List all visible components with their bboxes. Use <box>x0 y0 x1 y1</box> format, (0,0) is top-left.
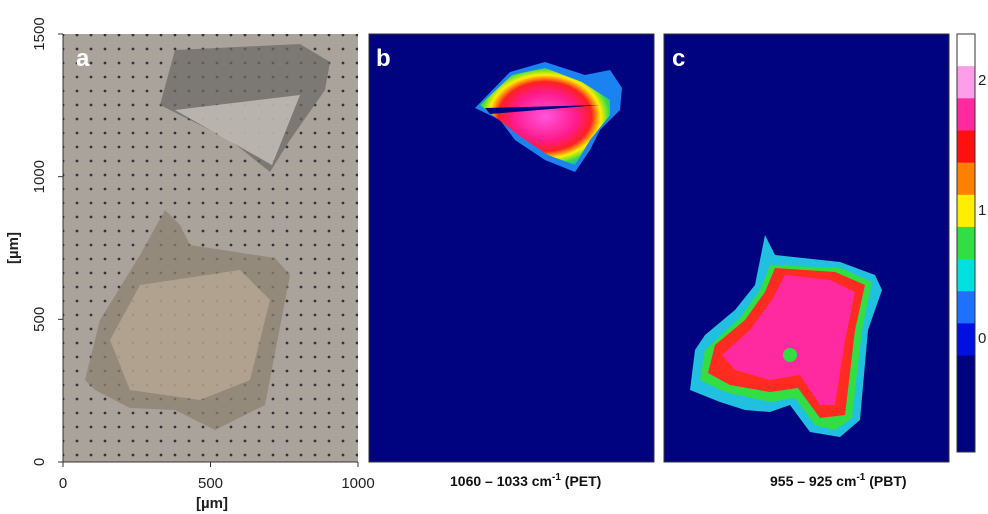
colorbar-label: 2 <box>978 72 986 89</box>
y-tick-label: 1500 <box>31 17 48 50</box>
colorbar: 2 1 0 <box>956 33 986 453</box>
colorbar-segment <box>957 387 975 421</box>
x-axis-title: [µm] <box>196 495 228 512</box>
caption: 955 – 925 cm-1 (PBT) <box>770 472 907 489</box>
y-axis-title: [µm] <box>5 232 22 264</box>
colorbar-segment <box>957 34 975 67</box>
colorbar-segment <box>957 130 975 164</box>
panel-c: c 955 – 925 cm-1 (PBT) <box>663 33 950 489</box>
colorbar-segment <box>957 259 975 292</box>
y-tick-label: 1000 <box>31 160 48 193</box>
caption: 1060 – 1033 cm-1 (PET) <box>450 472 601 489</box>
colorbar-segment <box>957 194 975 228</box>
colorbar-segment <box>957 323 975 357</box>
panel-label: c <box>672 45 685 72</box>
colorbar-segment <box>957 66 975 99</box>
colorbar-label: 0 <box>978 330 986 347</box>
panel-label: a <box>76 45 90 72</box>
colorbar-segment <box>957 419 975 453</box>
colorbar-segment <box>957 291 975 324</box>
panel-label: b <box>376 45 391 72</box>
colorbar-segment <box>957 355 975 389</box>
colorbar-label: 1 <box>978 202 986 219</box>
x-tick-label: 500 <box>198 475 223 492</box>
panel-a: a <box>62 34 358 463</box>
colorbar-segment <box>957 162 975 196</box>
colorbar-segment <box>957 226 975 260</box>
x-tick-label: 1000 <box>341 475 374 492</box>
colorbar-segment <box>957 98 975 131</box>
colorbar-frame <box>956 33 976 453</box>
y-tick-label: 0 <box>31 458 48 466</box>
panel-b: b 1060 – 1033 cm-1 (PET) <box>368 33 655 489</box>
y-tick-label: 500 <box>31 307 48 332</box>
x-tick-label: 0 <box>59 475 67 492</box>
